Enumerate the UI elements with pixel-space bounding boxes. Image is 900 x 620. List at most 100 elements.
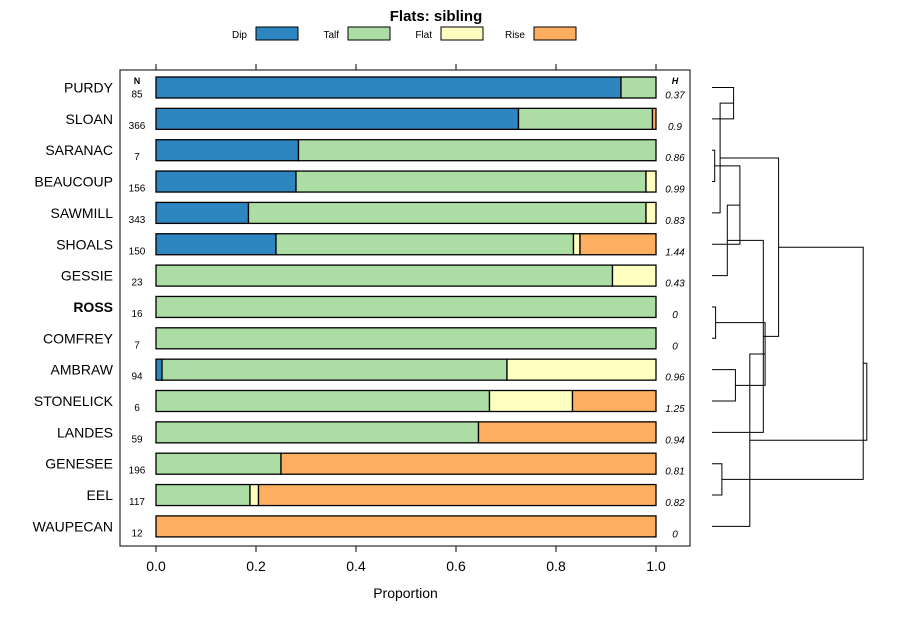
row-label: GESSIE <box>61 268 113 284</box>
legend-label-dip: Dip <box>232 30 247 41</box>
bar-rows: PURDY 85 0.37 SLOAN 366 0.9 SARANAC 7 0.86 BEAUCO… <box>33 76 685 540</box>
h-value: 1.25 <box>665 404 685 415</box>
dendrogram-link <box>712 306 717 339</box>
bar-segment-talf <box>155 389 491 413</box>
bar-segment-rise <box>155 515 657 538</box>
legend-swatch-rise <box>533 26 577 41</box>
h-value: 0 <box>672 529 678 540</box>
n-value: 6 <box>134 403 140 414</box>
legend-swatch-talf <box>347 26 391 41</box>
n-value: 23 <box>131 278 143 289</box>
bar-segment-talf <box>161 358 508 381</box>
n-value: 343 <box>129 215 146 226</box>
dendrogram-link <box>721 246 864 480</box>
n-value: 59 <box>131 434 143 445</box>
row-label: EEL <box>87 487 114 503</box>
dendrogram-link <box>749 362 868 441</box>
legend-label-rise: Rise <box>505 30 525 41</box>
row-label: ROSS <box>73 299 113 315</box>
h-header: H <box>672 76 679 86</box>
legend: Dip Talf Flat Rise <box>232 26 577 41</box>
n-value: 117 <box>129 497 145 508</box>
legend-swatch-flat <box>440 26 484 41</box>
bar-segment-flat <box>645 201 657 225</box>
legend-label-flat: Flat <box>415 30 432 41</box>
bar-segment-dip <box>155 201 250 225</box>
row-label: SARANAC <box>45 142 113 158</box>
bar-segment-flat <box>611 264 657 287</box>
h-value: 0.82 <box>665 498 685 509</box>
bar-segment-dip <box>155 358 163 381</box>
row-label: GENESEE <box>45 456 113 472</box>
bar-segment-dip <box>155 170 297 193</box>
bar-segment-talf <box>155 327 657 350</box>
bar-segment-rise <box>651 107 657 130</box>
bar-segment-flat <box>506 358 657 381</box>
row-label: BEAUCOUP <box>34 174 113 190</box>
bar-segment-rise <box>257 483 657 507</box>
bar-segment-rise <box>280 452 657 475</box>
row-label: PURDY <box>64 80 114 96</box>
h-value: 0.94 <box>665 435 685 446</box>
bar-segment-flat <box>249 483 260 507</box>
bar-segment-dip <box>155 76 622 99</box>
bar-segment-flat <box>572 233 581 256</box>
h-value: 0.9 <box>668 122 682 133</box>
bar-segment-talf <box>517 107 654 130</box>
dendrogram-link <box>712 463 723 496</box>
bar-segment-rise <box>579 233 657 256</box>
dendrogram-link <box>720 157 780 337</box>
x-tick-label: 0.2 <box>246 558 266 574</box>
h-value: 0 <box>672 341 678 352</box>
h-value: 0.37 <box>665 91 685 102</box>
h-value: 0.81 <box>665 467 684 478</box>
row-label: SLOAN <box>66 111 113 127</box>
x-axis: 0.0 0.2 0.4 0.6 0.8 1.0 <box>146 64 666 574</box>
bar-segment-dip <box>155 233 277 256</box>
plot-frame <box>119 69 691 547</box>
legend-label-talf: Talf <box>323 30 339 41</box>
bar-segment-talf <box>297 139 657 162</box>
n-header: N <box>134 76 141 86</box>
row-label: AMBRAW <box>51 362 114 378</box>
row-label: SAWMILL <box>51 205 114 221</box>
n-value: 196 <box>129 466 146 477</box>
dendrogram-link <box>712 239 764 433</box>
row-label: STONELICK <box>34 393 114 409</box>
bar-segment-talf <box>275 233 575 256</box>
n-value: 16 <box>131 309 143 320</box>
h-value: 1.44 <box>665 247 685 258</box>
bar-segment-talf <box>155 421 480 444</box>
legend-swatch-dip <box>255 26 299 41</box>
dendrogram <box>712 87 868 527</box>
x-tick-label: 0.4 <box>346 558 366 574</box>
n-value: 7 <box>134 340 140 351</box>
n-value: 7 <box>134 152 140 163</box>
h-value: 0 <box>672 310 678 321</box>
bar-segment-talf <box>155 452 282 475</box>
x-tick-label: 1.0 <box>646 558 666 574</box>
bar-segment-rise <box>571 389 657 413</box>
n-value: 85 <box>131 90 143 101</box>
row-label: SHOALS <box>56 236 113 252</box>
h-value: 0.83 <box>665 216 685 227</box>
row-label: LANDES <box>57 424 113 440</box>
row-label: WAUPECAN <box>33 518 113 534</box>
row-label: COMFREY <box>43 330 114 346</box>
bar-segment-talf <box>155 295 657 319</box>
bar-segment-talf <box>155 264 614 287</box>
h-value: 0.99 <box>665 185 685 196</box>
x-axis-label: Proportion <box>373 585 438 601</box>
bar-segment-rise <box>477 421 657 444</box>
bar-segment-talf <box>247 201 647 225</box>
bar-segment-talf <box>295 170 647 193</box>
n-value: 12 <box>131 528 143 539</box>
dendrogram-link <box>712 149 716 183</box>
chart-title: Flats: sibling <box>390 8 483 25</box>
n-value: 156 <box>129 184 146 195</box>
x-tick-label: 0.6 <box>446 558 466 574</box>
bar-segment-flat <box>645 170 657 193</box>
h-value: 0.86 <box>665 153 685 164</box>
n-value: 366 <box>129 121 146 132</box>
